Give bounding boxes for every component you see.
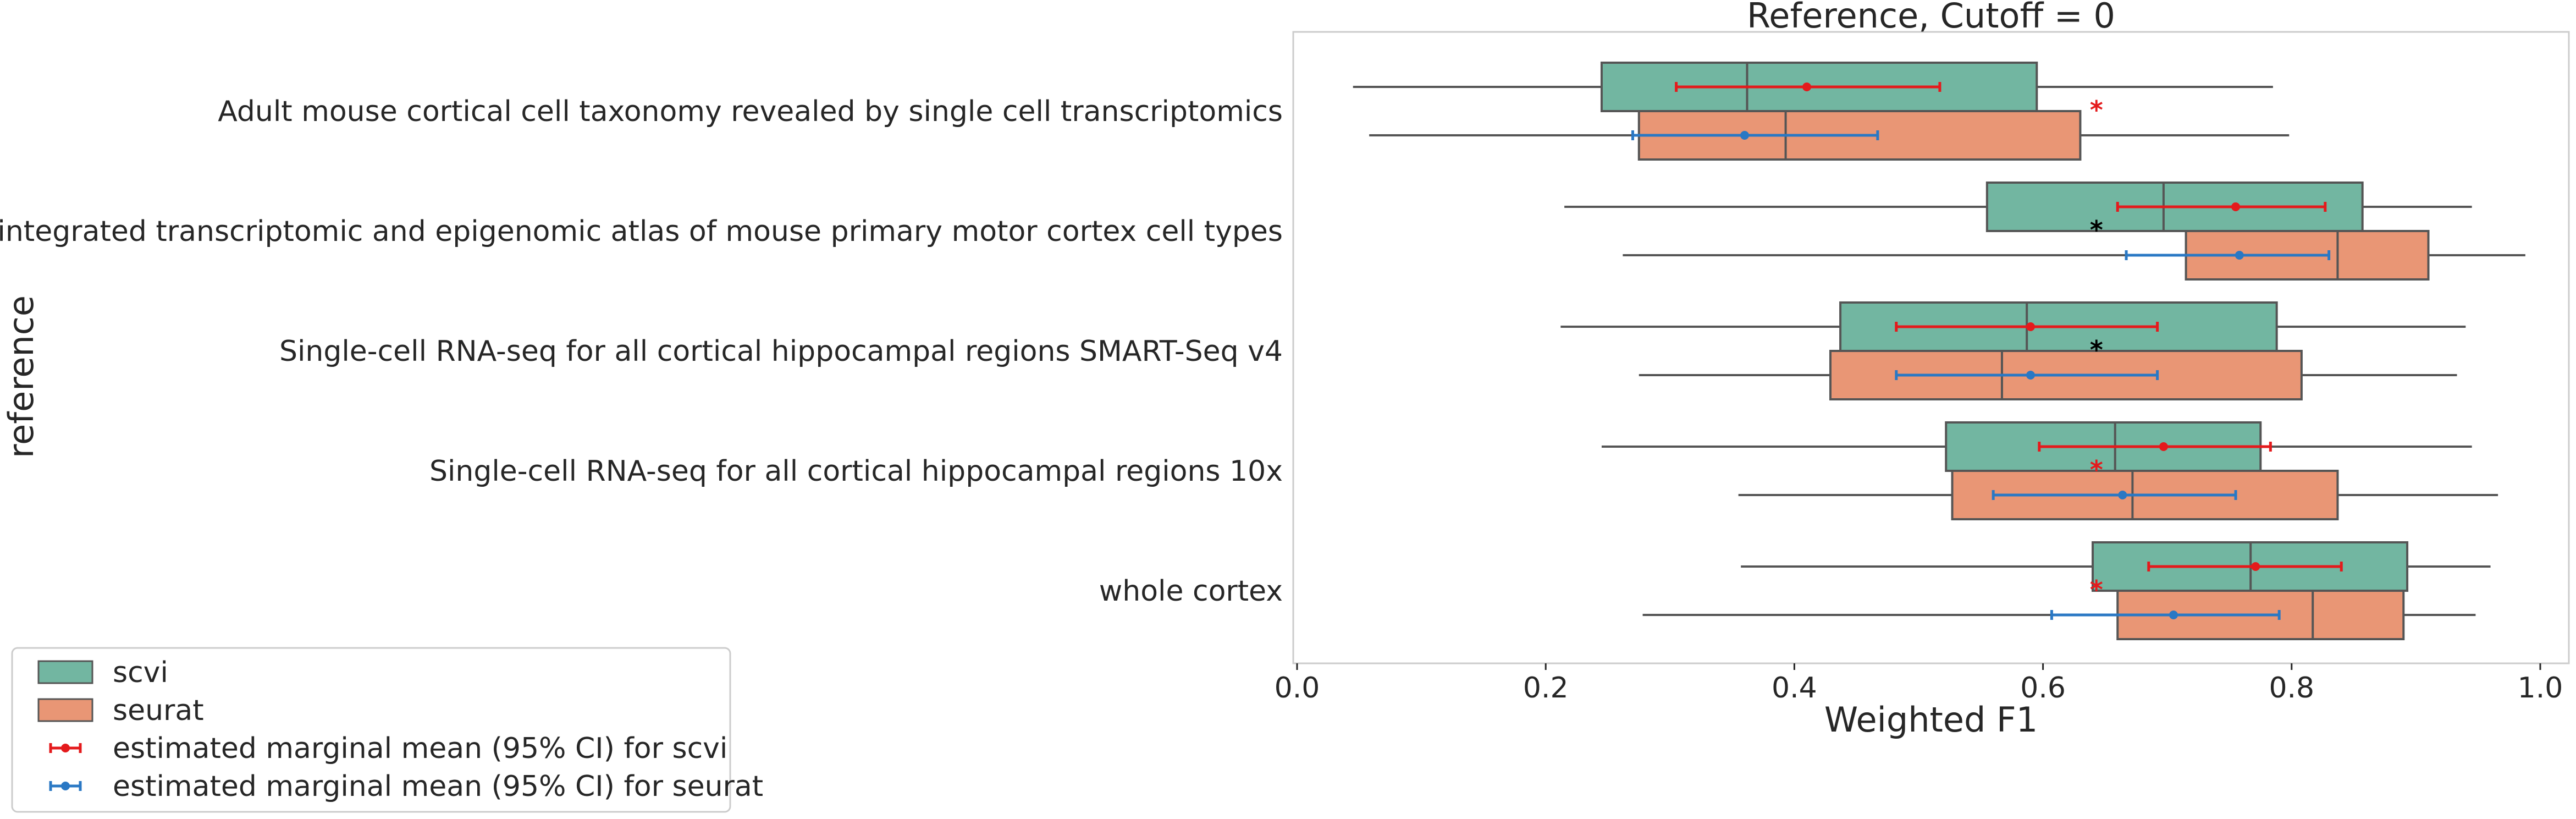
significance-asterisk: * bbox=[2090, 95, 2103, 125]
mean-point bbox=[1740, 131, 1749, 140]
significance-marks: * * * * * bbox=[2090, 95, 2103, 604]
y-axis-category-labels: Adult mouse cortical cell taxonomy revea… bbox=[0, 95, 1283, 608]
marginal-mean-seurat bbox=[1895, 370, 2159, 380]
significance-asterisk: * bbox=[2090, 335, 2103, 365]
x-axis-ticks: 0.0 0.2 0.4 0.6 0.8 1.0 bbox=[1275, 663, 2563, 705]
marginal-mean-scvi bbox=[2147, 562, 2343, 571]
box-scvi bbox=[1564, 182, 2472, 232]
significance-asterisk: * bbox=[2090, 575, 2103, 604]
x-tick-label: 1.0 bbox=[2518, 672, 2563, 705]
legend-errorbar-point bbox=[61, 744, 70, 752]
mean-point bbox=[2169, 611, 2178, 619]
x-axis-title: Weighted F1 bbox=[1824, 700, 2038, 740]
marginal-mean-scvi bbox=[2116, 202, 2327, 212]
y-category-label: Single-cell RNA-seq for all cortical hip… bbox=[429, 455, 1283, 488]
mean-point bbox=[2026, 371, 2035, 380]
box-seurat bbox=[1623, 230, 2525, 281]
significance-asterisk: * bbox=[2090, 455, 2103, 485]
x-tick-label: 0.0 bbox=[1275, 672, 1320, 705]
legend-swatch-seurat bbox=[37, 698, 93, 722]
y-category-label: Adult mouse cortical cell taxonomy revea… bbox=[218, 95, 1283, 128]
marginal-mean-scvi bbox=[1895, 322, 2159, 332]
marginal-mean-seurat bbox=[1992, 490, 2237, 500]
significance-asterisk: * bbox=[2090, 215, 2103, 245]
mean-point bbox=[1802, 83, 1812, 91]
legend-label: seurat bbox=[113, 694, 204, 727]
x-tick-label: 0.6 bbox=[2020, 672, 2066, 705]
legend-errorbar-point bbox=[61, 782, 70, 790]
y-category-label: An integrated transcriptomic and epigeno… bbox=[0, 215, 1283, 248]
x-tick-label: 0.4 bbox=[1772, 672, 1817, 705]
plot-area-frame bbox=[1292, 31, 2570, 664]
mean-point bbox=[2231, 202, 2241, 211]
legend-frame bbox=[11, 647, 731, 813]
marginal-mean-scvi bbox=[2038, 442, 2272, 452]
marginal-mean-errorbars bbox=[1631, 82, 2343, 620]
legend-label: estimated marginal mean (95% CI) for scv… bbox=[113, 732, 727, 765]
x-tick-label: 0.8 bbox=[2269, 672, 2314, 705]
mean-point bbox=[2235, 251, 2244, 260]
box-scvi bbox=[1741, 541, 2491, 592]
mean-point bbox=[2251, 562, 2260, 571]
chart-title: Reference, Cutoff = 0 bbox=[1747, 0, 2115, 36]
legend-label: estimated marginal mean (95% CI) for seu… bbox=[113, 770, 763, 803]
mean-point bbox=[2118, 491, 2127, 499]
y-axis-title: reference bbox=[1, 295, 41, 458]
y-category-label: whole cortex bbox=[1099, 575, 1283, 608]
legend-label: scvi bbox=[113, 656, 168, 689]
legend: scvi seurat estimated marginal mean (95% C… bbox=[11, 647, 763, 813]
marginal-mean-seurat bbox=[1631, 130, 1879, 140]
marginal-mean-seurat bbox=[2050, 610, 2281, 620]
box-series bbox=[1353, 62, 2525, 640]
mean-point bbox=[2159, 442, 2168, 451]
mean-point bbox=[2026, 322, 2035, 331]
marginal-mean-seurat bbox=[2125, 250, 2331, 260]
marginal-mean-scvi bbox=[1675, 82, 1941, 92]
x-tick-label: 0.2 bbox=[1523, 672, 1569, 705]
y-category-label: Single-cell RNA-seq for all cortical hip… bbox=[279, 335, 1283, 368]
box-scvi bbox=[1601, 421, 2472, 472]
legend-swatch-scvi bbox=[37, 660, 93, 684]
